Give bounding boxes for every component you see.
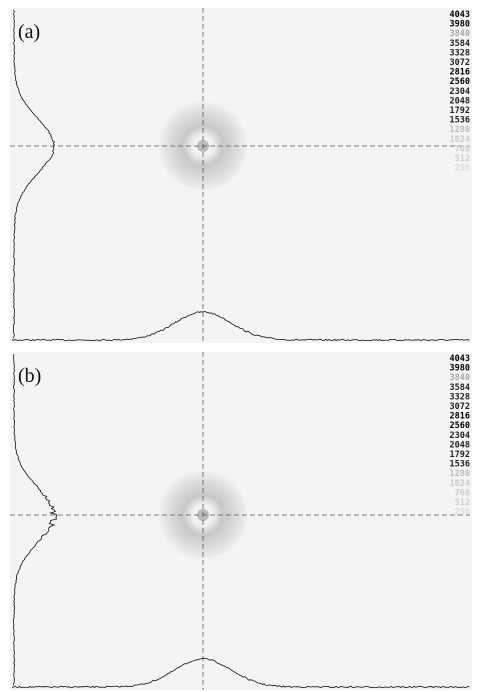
scale-label: 2304	[450, 431, 470, 441]
scale-label: 512	[455, 154, 470, 164]
scale-label: 1280	[450, 125, 470, 135]
scale-label: 2816	[450, 412, 470, 422]
vertical-profile	[13, 9, 56, 339]
scale-label: 1536	[450, 116, 470, 126]
scale-label: 2048	[450, 440, 470, 450]
scale-label: 2560	[450, 421, 470, 431]
scale-label: 3328	[450, 392, 470, 402]
image-area	[10, 8, 472, 343]
scale-label: 1024	[450, 135, 470, 145]
scale-label: 3840	[450, 373, 470, 383]
scale-label: 256	[455, 508, 470, 518]
scale-label: 1280	[450, 469, 470, 479]
scale-label: 3072	[450, 58, 470, 68]
horizontal-profile	[11, 657, 470, 689]
scale-label: 1792	[450, 450, 470, 460]
panel-label: (a)	[18, 21, 40, 43]
scale-label: 2048	[450, 96, 470, 106]
scale-label: 768	[455, 488, 470, 498]
scale-label: 256	[455, 164, 470, 174]
scale-label: 1536	[450, 460, 470, 470]
horizontal-profile	[11, 311, 470, 342]
scale-label: 2816	[450, 68, 470, 78]
scale-label: 1024	[450, 479, 470, 489]
scale-label: 3980	[450, 20, 470, 30]
scale-label: 512	[455, 498, 470, 508]
scale-label: 3072	[450, 402, 470, 412]
scale-label: 768	[455, 144, 470, 154]
scale-label: 4043	[450, 10, 470, 20]
scale-label: 2304	[450, 87, 470, 97]
scale-label: 3584	[450, 39, 470, 49]
scale-label: 3328	[450, 48, 470, 58]
vertical-profile	[13, 354, 58, 686]
scale-label: 3980	[450, 364, 470, 374]
scale-label: 1792	[450, 106, 470, 116]
scale-label: 3584	[450, 383, 470, 393]
panel-label: (b)	[18, 365, 41, 387]
scale-label: 4043	[450, 354, 470, 364]
scale-label: 2560	[450, 77, 470, 87]
scale-label: 3840	[450, 29, 470, 39]
